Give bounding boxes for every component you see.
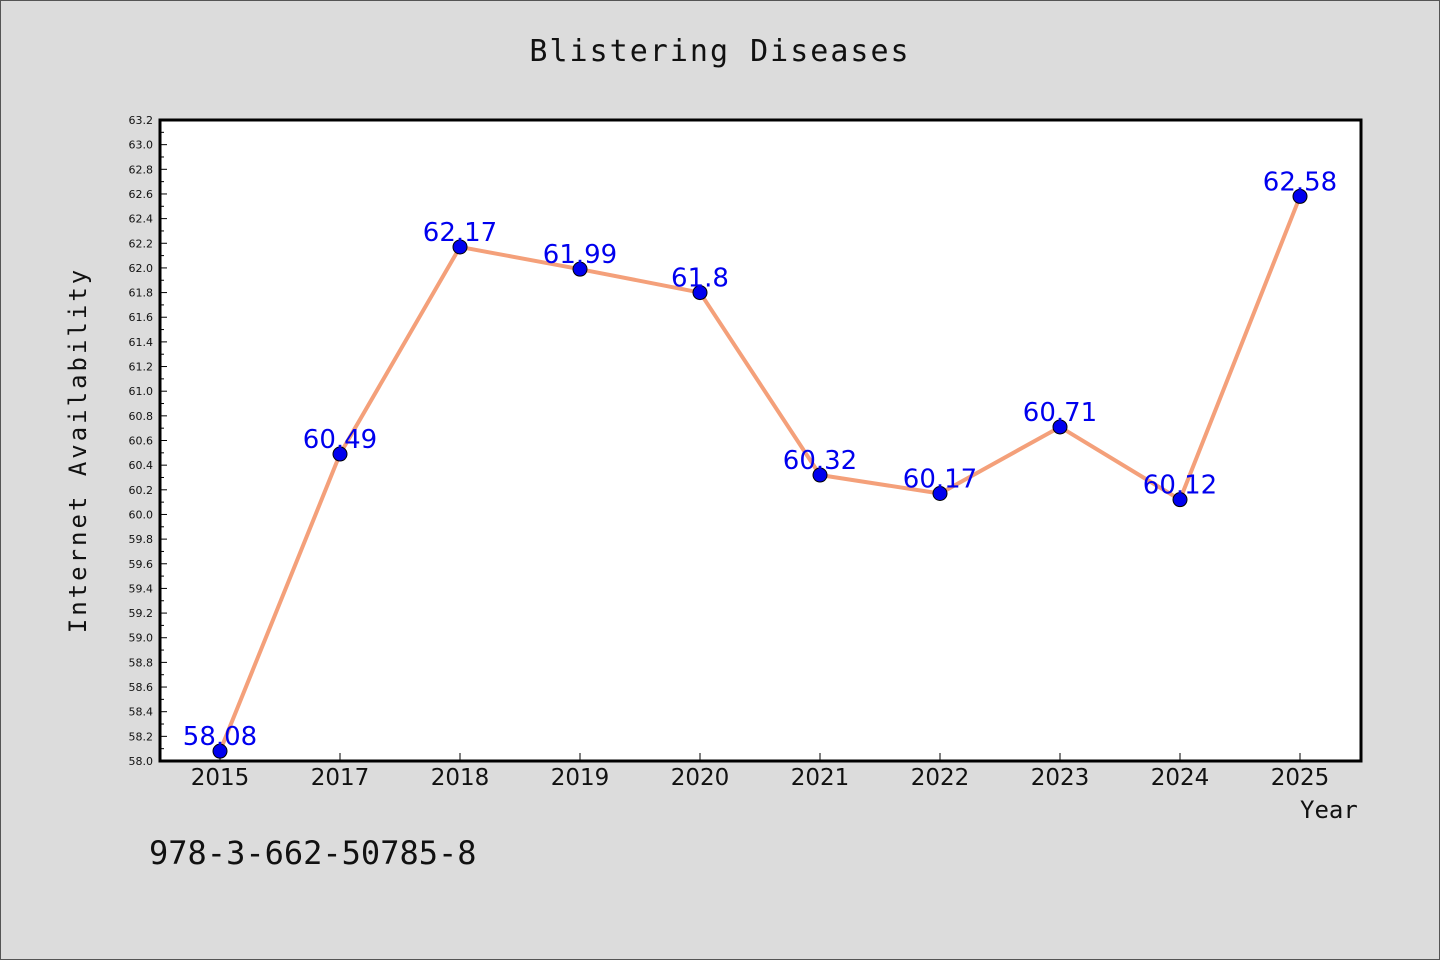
y-tick-label: 61.8 [129,287,154,300]
data-point [812,467,828,483]
data-point [452,239,468,255]
y-tick-label: 58.6 [129,681,154,694]
y-tick-label: 61.6 [129,311,154,324]
x-tick-label: 2023 [1031,765,1090,791]
y-tick-label: 62.8 [129,163,154,176]
y-tick-label: 63.0 [129,139,154,152]
data-label: 62.58 [1263,167,1337,197]
y-tick-label: 60.4 [129,459,154,472]
footer-isbn: 978-3-662-50785-8 [149,834,477,872]
data-label: 61.99 [543,240,617,270]
y-tick-label: 60.8 [129,410,154,423]
x-tick-label: 2025 [1271,765,1330,791]
series-line [218,195,1302,752]
plot-area [158,118,1363,763]
data-label: 60.17 [903,465,977,495]
y-tick-label: 58.0 [129,755,154,768]
data-label: 60.71 [1023,398,1097,428]
y-tick-label: 60.6 [129,435,154,448]
y-tick-label: 58.4 [129,706,154,719]
y-tick-label: 59.6 [129,558,154,571]
data-label: 60.12 [1143,471,1217,501]
y-tick-label: 62.2 [129,237,154,250]
data-point [332,446,348,462]
data-point [1052,419,1068,435]
x-tick-label: 2024 [1151,765,1210,791]
data-point [692,285,708,301]
y-tick-label: 58.2 [129,730,154,743]
data-point [1292,188,1308,204]
y-tick-label: 59.2 [129,607,154,620]
y-tick-label: 61.4 [129,336,154,349]
y-tick-label: 60.0 [129,508,154,521]
data-label: 60.49 [303,425,377,455]
y-tick-label: 59.0 [129,632,154,645]
x-tick-label: 2019 [551,765,610,791]
data-label: 61.8 [671,264,729,294]
y-tick-label: 61.0 [129,385,154,398]
chart-title: Blistering Diseases [529,34,911,69]
x-tick-label: 2017 [311,765,370,791]
y-tick-label: 59.4 [129,582,154,595]
data-point [212,743,228,759]
y-tick-label: 62.6 [129,188,154,201]
x-tick-label: 2015 [191,765,250,791]
data-label: 60.32 [783,446,857,476]
y-tick-label: 63.2 [129,114,154,127]
x-tick-label: 2022 [911,765,970,791]
data-point [1172,492,1188,508]
y-tick-label: 62.4 [129,213,154,226]
y-tick-label: 60.2 [129,484,154,497]
data-label: 58.08 [183,722,257,752]
x-tick-label: 2018 [431,765,490,791]
x-tick-label: 2020 [671,765,730,791]
x-tick-label: 2021 [791,765,850,791]
y-tick-label: 62.0 [129,262,154,275]
data-point [932,486,948,502]
data-label: 62.17 [423,218,497,248]
data-point [572,261,588,277]
y-tick-label: 58.8 [129,656,154,669]
x-axis-label: Year [1300,796,1358,824]
y-tick-label: 61.2 [129,361,154,374]
y-tick-label: 59.8 [129,533,154,546]
